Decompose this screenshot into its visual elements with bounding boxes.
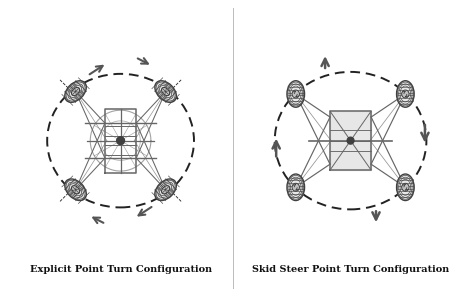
Ellipse shape xyxy=(397,174,414,200)
Ellipse shape xyxy=(72,186,80,194)
Ellipse shape xyxy=(292,90,300,98)
Ellipse shape xyxy=(162,87,170,96)
Circle shape xyxy=(347,137,354,144)
Ellipse shape xyxy=(287,81,305,107)
Ellipse shape xyxy=(287,174,305,200)
Ellipse shape xyxy=(65,81,86,102)
Polygon shape xyxy=(330,111,371,170)
Text: Explicit Point Turn Configuration: Explicit Point Turn Configuration xyxy=(29,265,212,274)
Ellipse shape xyxy=(72,87,80,96)
Ellipse shape xyxy=(65,179,86,200)
Ellipse shape xyxy=(401,183,409,191)
Text: Skid Steer Point Turn Configuration: Skid Steer Point Turn Configuration xyxy=(252,265,449,274)
Ellipse shape xyxy=(401,90,409,98)
Ellipse shape xyxy=(155,81,176,102)
Circle shape xyxy=(117,137,125,144)
Ellipse shape xyxy=(155,179,176,200)
Ellipse shape xyxy=(397,81,414,107)
Ellipse shape xyxy=(292,183,300,191)
Ellipse shape xyxy=(162,186,170,194)
